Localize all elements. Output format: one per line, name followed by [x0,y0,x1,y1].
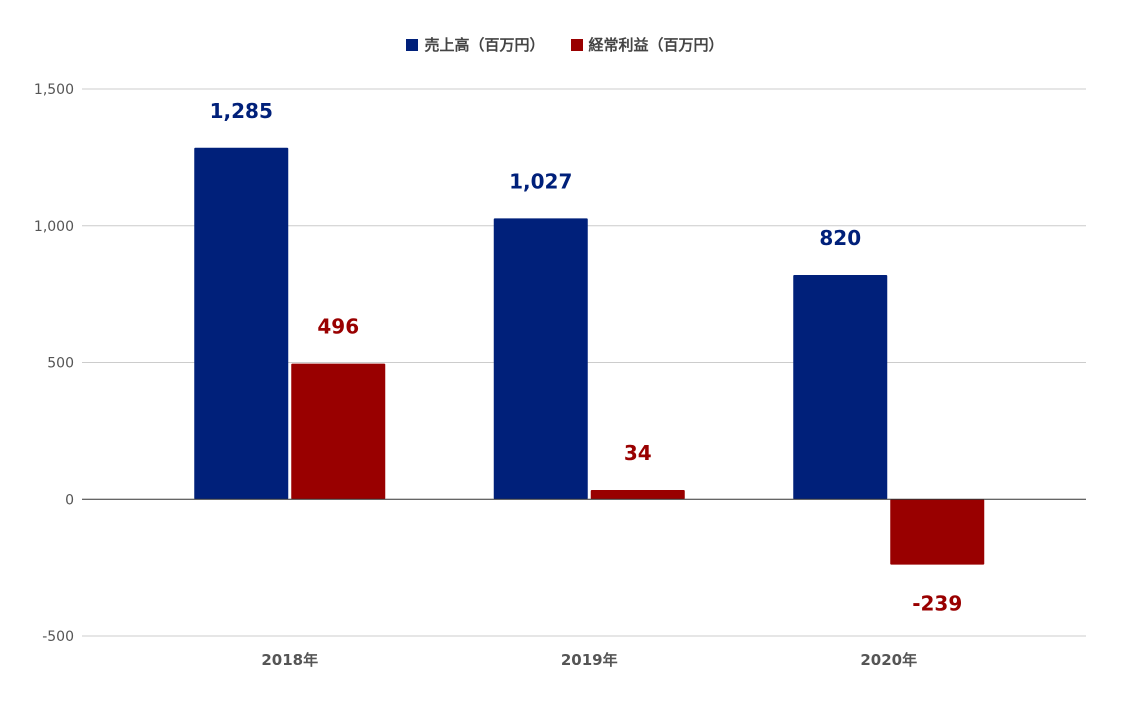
y-tick-label: 1,000 [34,219,74,235]
legend-swatch-sales [406,38,419,51]
y-tick-label: 1,500 [34,82,74,98]
legend-swatch-profit [570,38,583,51]
y-tick-label: 0 [65,492,74,508]
bar-profit-0 [291,363,386,500]
bar-sales-0 [194,147,289,500]
bar-profit-1 [590,489,685,500]
legend-label-sales: 売上高（百万円） [424,36,545,54]
x-category-label: 2019年 [561,651,618,669]
legend-item-sales: 売上高（百万円） [406,34,545,55]
bars [194,147,985,565]
data-labels: 1,285 496 1,027 34 820 -239 [210,99,963,616]
x-category-label: 2018年 [261,651,318,669]
data-label-sales-1: 1,027 [509,169,572,193]
data-label-profit-1: 34 [624,441,652,465]
y-axis-ticks: -500 0 500 1,000 1,500 [34,82,74,645]
legend-item-profit: 経常利益（百万円） [570,34,724,55]
data-label-profit-2: -239 [912,592,962,616]
data-label-sales-0: 1,285 [210,99,273,123]
data-label-sales-2: 820 [819,226,861,250]
x-category-label: 2020年 [860,651,917,669]
legend-label-profit: 経常利益（百万円） [588,36,724,54]
legend: 売上高（百万円） 経常利益（百万円） [0,34,1122,55]
bar-profit-2 [890,499,985,565]
bar-sales-2 [793,274,888,500]
x-axis-categories: 2018年 2019年 2020年 [261,651,917,669]
data-label-profit-0: 496 [317,315,359,339]
bar-sales-1 [493,218,588,500]
y-tick-label: 500 [47,356,74,372]
y-tick-label: -500 [42,629,74,645]
